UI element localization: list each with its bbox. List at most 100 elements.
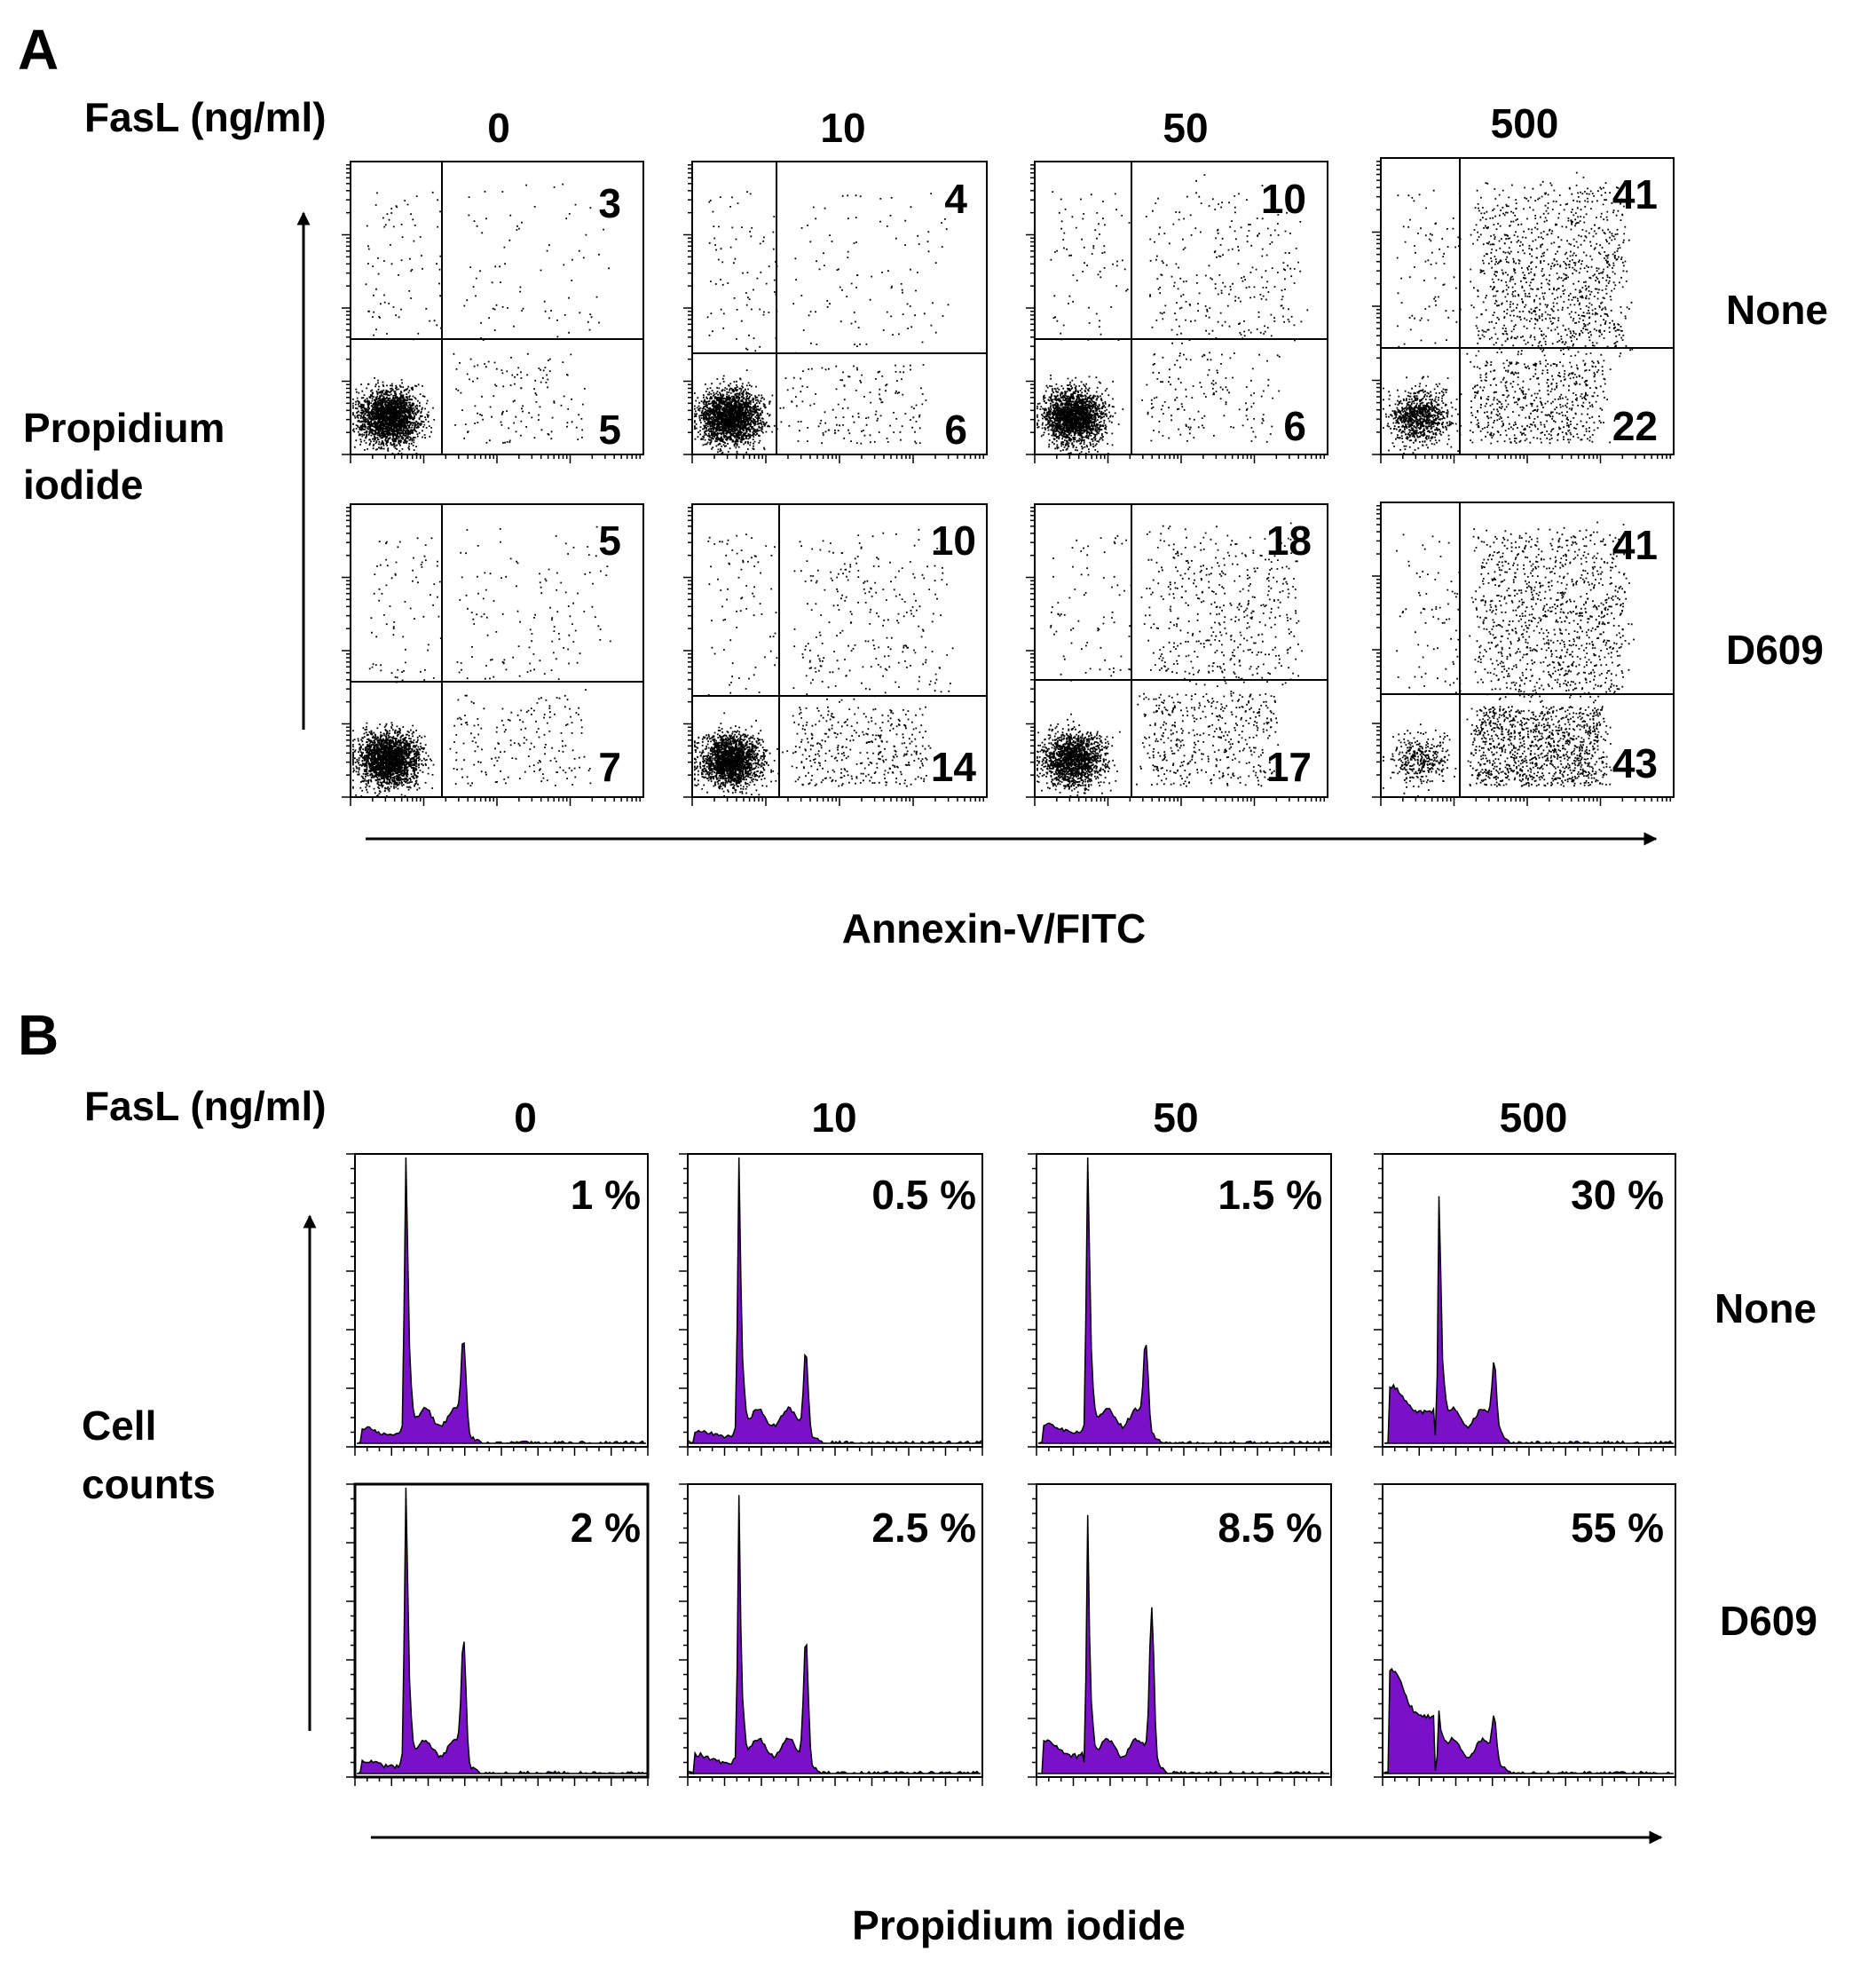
sub-g1-percentage: 0.5 % (871, 1172, 976, 1218)
cell-events (1383, 171, 1634, 454)
panel-b-conc-50: 50 (1153, 1094, 1198, 1141)
dotplot-events (1026, 164, 1325, 463)
histogram-area (346, 1483, 649, 1786)
histogram-frame (354, 1153, 649, 1448)
sub-g1-percentage: 1.5 % (1218, 1172, 1322, 1218)
panel-b-row-label-d609: D609 (1720, 1598, 1817, 1644)
quadrant-lower-right-value: 5 (598, 407, 621, 453)
histogram-frame (687, 1153, 983, 1448)
quadrant-lower-right-value: 6 (1283, 403, 1306, 449)
dna-content-histogram (357, 1157, 646, 1445)
histogram-frame (353, 1482, 650, 1779)
panel-a-y-label-line2: iodide (23, 462, 143, 508)
dotplot-events (1026, 507, 1325, 806)
quadrant-lower-right-value: 6 (944, 407, 967, 453)
panel-b-plots: 1 % 0.5 % 1.5 % 30 % 2 % (346, 1153, 1676, 1786)
dna-content-histogram (1383, 1196, 1674, 1444)
sub-g1-percentage: 55 % (1571, 1505, 1664, 1551)
quadrant-upper-right-value: 5 (598, 517, 621, 564)
panel-a-conc-10: 10 (820, 105, 865, 151)
panel-a-y-label-line1: Propidium (23, 405, 225, 451)
panel-b-fasl-header: FasL (ng/ml) (84, 1083, 327, 1129)
histogram-d609-10: 2.5 % (679, 1483, 983, 1786)
dotplot-events (342, 164, 641, 463)
dotplot-events (1372, 161, 1671, 463)
histogram-none-500: 30 % (1374, 1153, 1676, 1456)
panel-b-row-label-none: None (1714, 1285, 1817, 1331)
quadrant-lower-right-value: 43 (1612, 740, 1658, 786)
dotplot-events (683, 507, 984, 806)
cell-events (1037, 522, 1303, 797)
quadrant-lower-right-value: 22 (1612, 403, 1658, 449)
panel-a: A FasL (ng/ml) 0 10 50 500 Propidium iod… (18, 18, 1828, 952)
panel-b-conc-0: 0 (514, 1094, 537, 1141)
cell-events (1037, 174, 1309, 454)
panel-b-y-label-line2: counts (82, 1461, 216, 1507)
histogram-frame (1036, 1483, 1332, 1778)
histogram-frame (1036, 1153, 1332, 1448)
quadrant-upper-right-value: 10 (1261, 176, 1306, 222)
histogram-none-50: 1.5 % (1028, 1153, 1332, 1456)
quadrant-upper-right-value: 41 (1612, 171, 1658, 217)
dna-content-histogram (1037, 1157, 1331, 1445)
cell-events (694, 528, 954, 797)
panel-a-fasl-header: FasL (ng/ml) (84, 94, 327, 140)
dna-content-histogram (357, 1487, 647, 1775)
panel-b-letter: B (18, 1003, 59, 1067)
dotplot-none-50: 10 6 (1026, 161, 1328, 463)
quadrant-upper-right-value: 4 (944, 176, 967, 222)
panel-a-conc-50: 50 (1163, 105, 1208, 151)
dotplot-events (683, 164, 984, 463)
dotplot-d609-500: 41 43 (1372, 502, 1675, 806)
histogram-d609-50: 8.5 % (1028, 1483, 1332, 1786)
histogram-none-10: 0.5 % (679, 1153, 983, 1456)
histogram-area (1028, 1483, 1332, 1786)
histogram-d609-0: 2 % (346, 1482, 650, 1786)
dotplot-events (1372, 505, 1671, 806)
panel-b: B FasL (ng/ml) 0 10 50 500 Cell counts N… (18, 1003, 1817, 1948)
cell-events (352, 183, 610, 454)
sub-g1-percentage: 8.5 % (1218, 1505, 1322, 1551)
histogram-area (679, 1483, 983, 1786)
sub-g1-percentage: 2.5 % (871, 1505, 976, 1551)
dna-content-histogram (1037, 1514, 1329, 1775)
dotplot-none-0: 3 5 (342, 161, 644, 463)
dotplot-events (342, 507, 641, 806)
cell-events (694, 191, 950, 454)
panel-a-row-label-d609: D609 (1726, 627, 1824, 673)
panel-b-x-label: Propidium iodide (852, 1902, 1186, 1948)
sub-g1-percentage: 30 % (1571, 1172, 1664, 1218)
quadrant-upper-right-value: 18 (1266, 517, 1312, 564)
dotplot-d609-50: 18 17 (1026, 503, 1328, 806)
quadrant-lower-right-value: 17 (1266, 744, 1312, 790)
histogram-frame (1382, 1483, 1676, 1778)
dotplot-none-10: 4 6 (683, 161, 988, 463)
histogram-none-0: 1 % (346, 1153, 649, 1456)
quadrant-lower-right-value: 7 (598, 744, 621, 790)
sub-g1-percentage: 1 % (571, 1172, 641, 1218)
quadrant-upper-right-value: 3 (598, 180, 621, 226)
histogram-area (1374, 1153, 1676, 1456)
quadrant-lower-right-value: 14 (931, 744, 977, 790)
histogram-d609-500: 55 % (1374, 1483, 1676, 1786)
panel-a-row-label-none: None (1726, 287, 1828, 333)
cell-events (352, 525, 611, 797)
dna-content-histogram (689, 1157, 981, 1445)
panel-a-conc-0: 0 (487, 105, 510, 151)
panel-b-y-label-line1: Cell (82, 1402, 156, 1449)
dotplot-none-500: 41 22 (1372, 157, 1675, 463)
dotplot-d609-0: 5 7 (342, 503, 644, 806)
histogram-frame (687, 1483, 983, 1778)
dna-content-histogram (1383, 1667, 1674, 1775)
panel-a-letter: A (18, 18, 59, 82)
quadrant-upper-right-value: 10 (931, 517, 976, 564)
quadrant-upper-right-value: 41 (1612, 522, 1658, 568)
panel-a-x-label: Annexin-V/FITC (842, 905, 1146, 952)
panel-b-conc-10: 10 (811, 1094, 856, 1141)
panel-a-plots: 3 5 4 6 10 6 (342, 157, 1675, 806)
histogram-area (679, 1153, 983, 1456)
panel-a-conc-500: 500 (1491, 100, 1559, 146)
dotplot-d609-10: 10 14 (683, 503, 988, 806)
sub-g1-percentage: 2 % (571, 1505, 641, 1551)
